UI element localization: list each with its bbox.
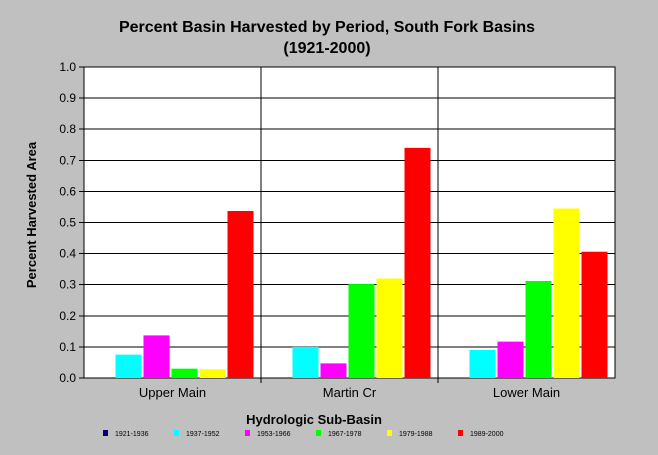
y-tick-label: 1.0	[59, 60, 76, 74]
x-axis-title: Hydrologic Sub-Basin	[246, 412, 382, 427]
legend-label: 1979-1988	[399, 431, 433, 438]
bar	[553, 208, 580, 378]
y-tick-label: 0.3	[59, 278, 76, 292]
bar	[497, 341, 524, 378]
y-tick-label: 0.9	[59, 91, 76, 105]
legend-swatch	[245, 430, 250, 436]
x-axis-categories: Upper Main Martin Cr Lower Main	[139, 385, 560, 400]
bar	[171, 368, 198, 378]
legend-label: 1989-2000	[470, 431, 504, 438]
legend-swatch	[174, 430, 179, 436]
bar	[525, 280, 552, 378]
bars	[115, 147, 608, 378]
legend-label: 1967-1978	[328, 431, 362, 438]
legend-swatch	[387, 430, 392, 436]
bar	[199, 369, 226, 378]
bar	[469, 350, 496, 378]
y-tick-label: 0.6	[59, 184, 76, 198]
bar	[376, 278, 403, 378]
category-label: Lower Main	[493, 385, 560, 400]
y-tick-label: 0.0	[59, 371, 76, 385]
bar	[581, 251, 608, 378]
y-tick-label: 0.7	[59, 153, 76, 167]
bar	[320, 363, 347, 378]
legend-label: 1937-1952	[186, 431, 220, 438]
y-axis-title: Percent Harvested Area	[24, 141, 39, 288]
legend-swatch	[103, 430, 108, 436]
legend-label: 1953-1966	[257, 431, 291, 438]
chart-title: Percent Basin Harvested by Period, South…	[119, 19, 535, 36]
bar	[348, 284, 375, 378]
legend-swatch	[316, 430, 321, 436]
y-tick-label: 0.2	[59, 309, 76, 323]
y-tick-label: 0.5	[59, 216, 76, 230]
legend-label: 1921-1936	[115, 431, 149, 438]
legend: 1921-1936 1937-1952 1953-1966 1967-1978 1979…	[103, 430, 504, 438]
y-tick-label: 0.8	[59, 122, 76, 136]
category-label: Upper Main	[139, 385, 206, 400]
chart-subtitle: (1921-2000)	[283, 40, 370, 57]
category-label: Martin Cr	[323, 385, 377, 400]
y-tick-label: 0.1	[59, 340, 76, 354]
bar	[115, 354, 142, 378]
y-tick-label: 0.4	[59, 247, 76, 261]
bar	[143, 335, 170, 378]
bar	[292, 346, 319, 378]
bar	[404, 147, 431, 378]
legend-swatch	[458, 430, 463, 436]
y-axis-ticks: 0.0 0.1 0.2 0.3 0.4 0.5 0.6 0.7 0.8 0.9 1.0	[59, 60, 84, 385]
bar	[227, 210, 254, 378]
